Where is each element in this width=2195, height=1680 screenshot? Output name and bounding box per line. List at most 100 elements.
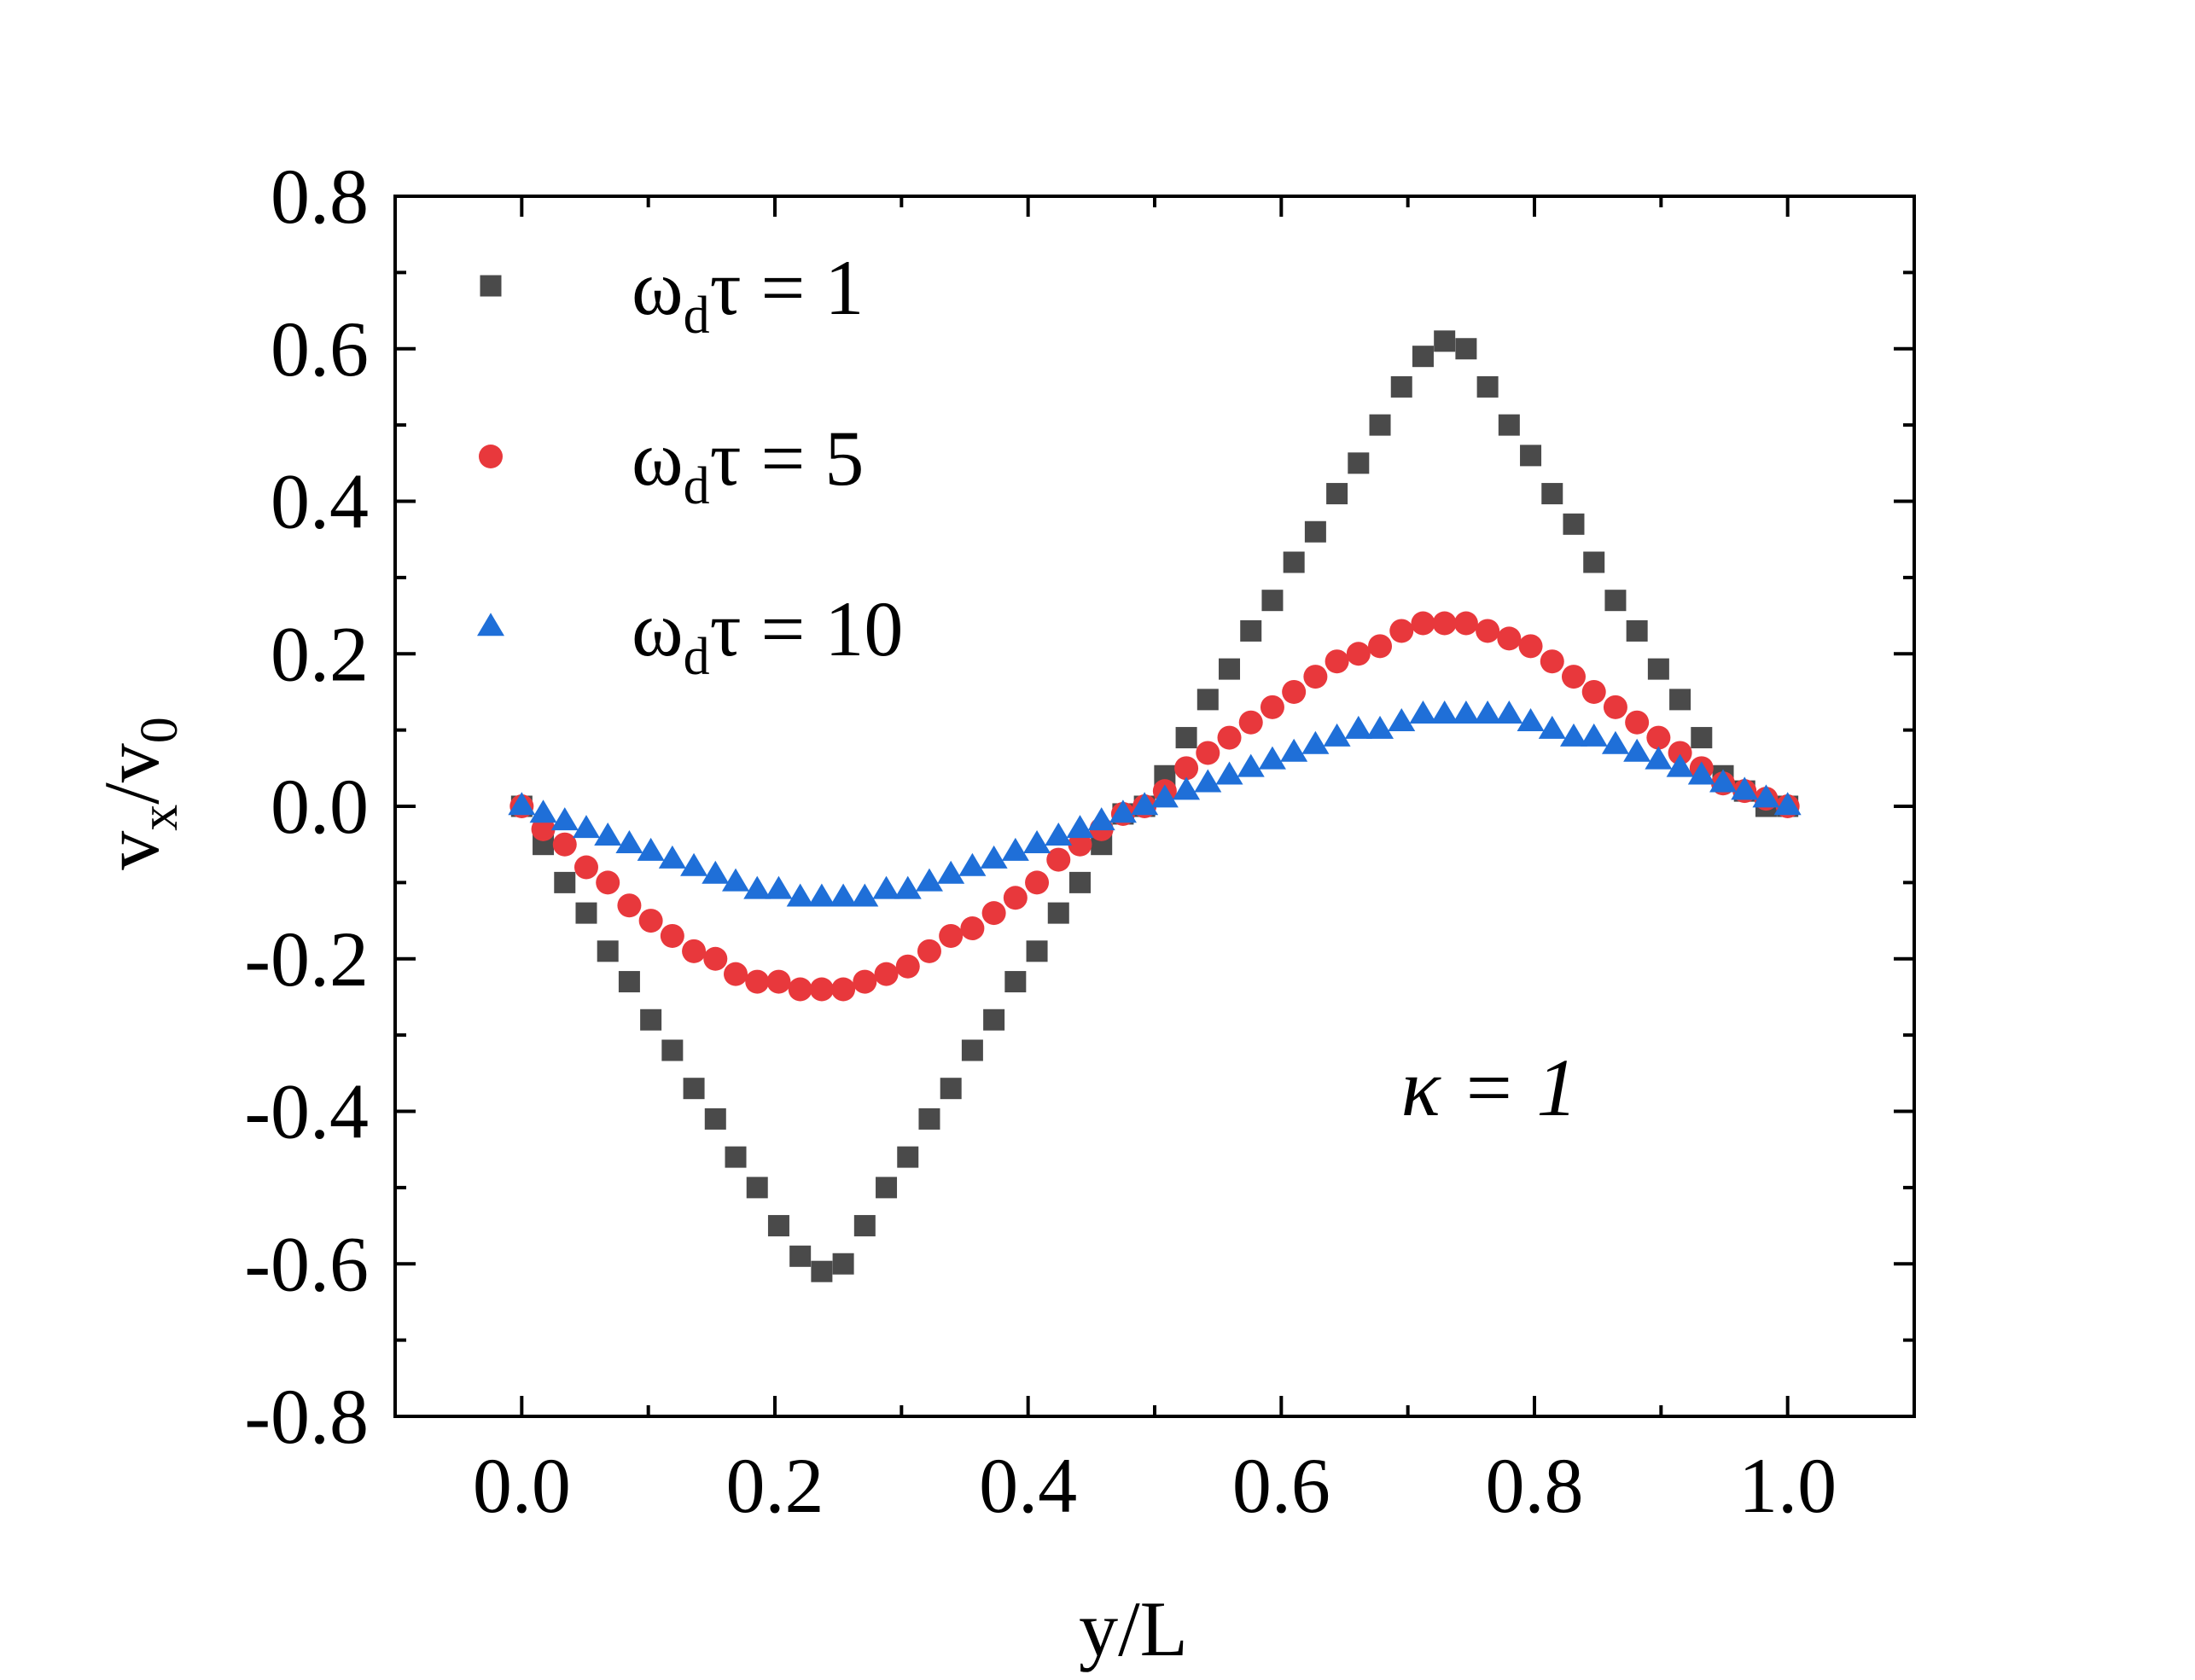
data-point-triangle — [658, 845, 686, 869]
data-point-square — [1604, 590, 1627, 612]
x-tick-label: 0.8 — [1486, 1442, 1584, 1529]
data-point-circle — [1668, 741, 1692, 765]
y-tick-label: -0.4 — [244, 1068, 369, 1155]
data-point-circle — [831, 977, 856, 1002]
data-point-square — [897, 1146, 919, 1168]
data-point-square — [1175, 727, 1197, 749]
kappa-annotation: κ = 1 — [1401, 1042, 1578, 1133]
data-point-square — [811, 1260, 833, 1282]
data-point-circle — [1411, 611, 1435, 636]
data-point-triangle — [1131, 792, 1159, 816]
data-point-square — [1196, 689, 1219, 711]
data-point-triangle — [1517, 707, 1545, 731]
data-point-triangle — [1601, 730, 1629, 754]
data-point-triangle — [1495, 700, 1523, 724]
y-axis-label-sub: x — [131, 805, 189, 831]
data-point-triangle — [1023, 829, 1051, 853]
data-point-circle — [1453, 611, 1478, 636]
data-point-triangle — [1559, 723, 1587, 747]
data-point-circle — [917, 939, 941, 963]
legend-marker-triangle — [477, 613, 504, 637]
data-point-square — [1455, 338, 1477, 360]
data-point-triangle — [1430, 700, 1458, 724]
data-point-circle — [766, 969, 791, 994]
data-point-circle — [531, 817, 556, 841]
data-point-triangle — [1258, 746, 1286, 770]
data-point-circle — [1346, 642, 1371, 666]
y-tick-label: 0.0 — [271, 763, 369, 850]
data-point-circle — [596, 870, 620, 895]
data-point-triangle — [1301, 730, 1330, 754]
data-point-triangle — [594, 823, 622, 846]
data-point-circle — [874, 962, 899, 986]
data-point-triangle — [1194, 769, 1222, 793]
y-tick-label: 0.8 — [271, 153, 369, 240]
data-point-circle — [1518, 634, 1543, 659]
y-tick-label: 0.6 — [271, 305, 369, 392]
data-point-triangle — [1645, 746, 1673, 770]
data-point-triangle — [937, 860, 965, 884]
data-point-triangle — [529, 799, 557, 823]
legend-label-sub: d — [684, 457, 710, 515]
data-point-square — [1412, 346, 1434, 368]
data-point-triangle — [1109, 799, 1137, 823]
legend: ωdτ = 1 ωdτ = 5 ωdτ = 10 — [477, 244, 903, 686]
data-point-triangle — [1580, 723, 1608, 747]
data-point-square — [789, 1245, 812, 1267]
data-point-circle — [1581, 679, 1606, 704]
data-point-square — [1004, 971, 1027, 993]
data-point-square — [1047, 902, 1069, 924]
legend-label-omega: ω — [632, 585, 684, 672]
data-point-square — [940, 1078, 962, 1100]
data-point-circle — [788, 977, 812, 1002]
data-point-square — [918, 1107, 940, 1130]
data-point-triangle — [872, 875, 900, 899]
data-point-triangle — [1280, 738, 1308, 762]
data-point-circle — [682, 939, 707, 963]
data-point-square — [597, 940, 619, 962]
data-point-circle — [1196, 741, 1220, 765]
data-point-square — [661, 1039, 684, 1061]
data-point-triangle — [851, 883, 879, 907]
data-point-circle — [552, 832, 577, 857]
data-point-triangle — [1388, 707, 1416, 731]
legend-marker-square — [480, 275, 502, 297]
data-point-square — [1520, 445, 1542, 467]
data-point-square — [1369, 414, 1391, 436]
y-axis-label: vx/v0 — [88, 717, 189, 870]
legend-label: ωdτ = 5 — [632, 415, 864, 515]
x-axis-label: y/L — [1079, 1585, 1188, 1672]
data-point-triangle — [1409, 700, 1437, 724]
data-point-triangle — [807, 883, 835, 907]
x-tick-label: 0.6 — [1232, 1442, 1330, 1529]
data-point-triangle — [743, 875, 771, 899]
x-tick-label: 0.4 — [979, 1442, 1077, 1529]
data-point-circle — [1625, 710, 1650, 735]
legend-label: ωdτ = 1 — [632, 244, 864, 345]
data-point-square — [683, 1078, 705, 1100]
data-point-circle — [1561, 665, 1586, 689]
data-point-circle — [1260, 695, 1284, 719]
legend-entry: ωdτ = 10 — [477, 585, 903, 686]
data-point-square — [1563, 513, 1585, 535]
data-point-triangle — [1001, 837, 1029, 861]
data-point-triangle — [1538, 715, 1566, 739]
data-point-triangle — [958, 852, 987, 876]
plot-marks — [508, 330, 1802, 1282]
data-point-triangle — [765, 875, 793, 899]
x-tick-label: 1.0 — [1738, 1442, 1837, 1529]
data-point-square — [704, 1107, 726, 1130]
data-point-triangle — [894, 875, 922, 899]
legend-label-sub: d — [684, 628, 710, 686]
data-point-square — [1647, 658, 1669, 680]
data-point-square — [1669, 689, 1691, 711]
legend-label-omega: ω — [632, 244, 684, 331]
legend-label-sub: d — [684, 287, 710, 345]
data-point-square — [1476, 375, 1499, 398]
data-point-triangle — [1687, 761, 1715, 785]
data-point-square — [575, 902, 597, 924]
data-point-triangle — [915, 868, 943, 892]
legend-label-omega: ω — [632, 415, 684, 502]
data-point-circle — [809, 977, 834, 1002]
data-point-triangle — [615, 829, 643, 853]
